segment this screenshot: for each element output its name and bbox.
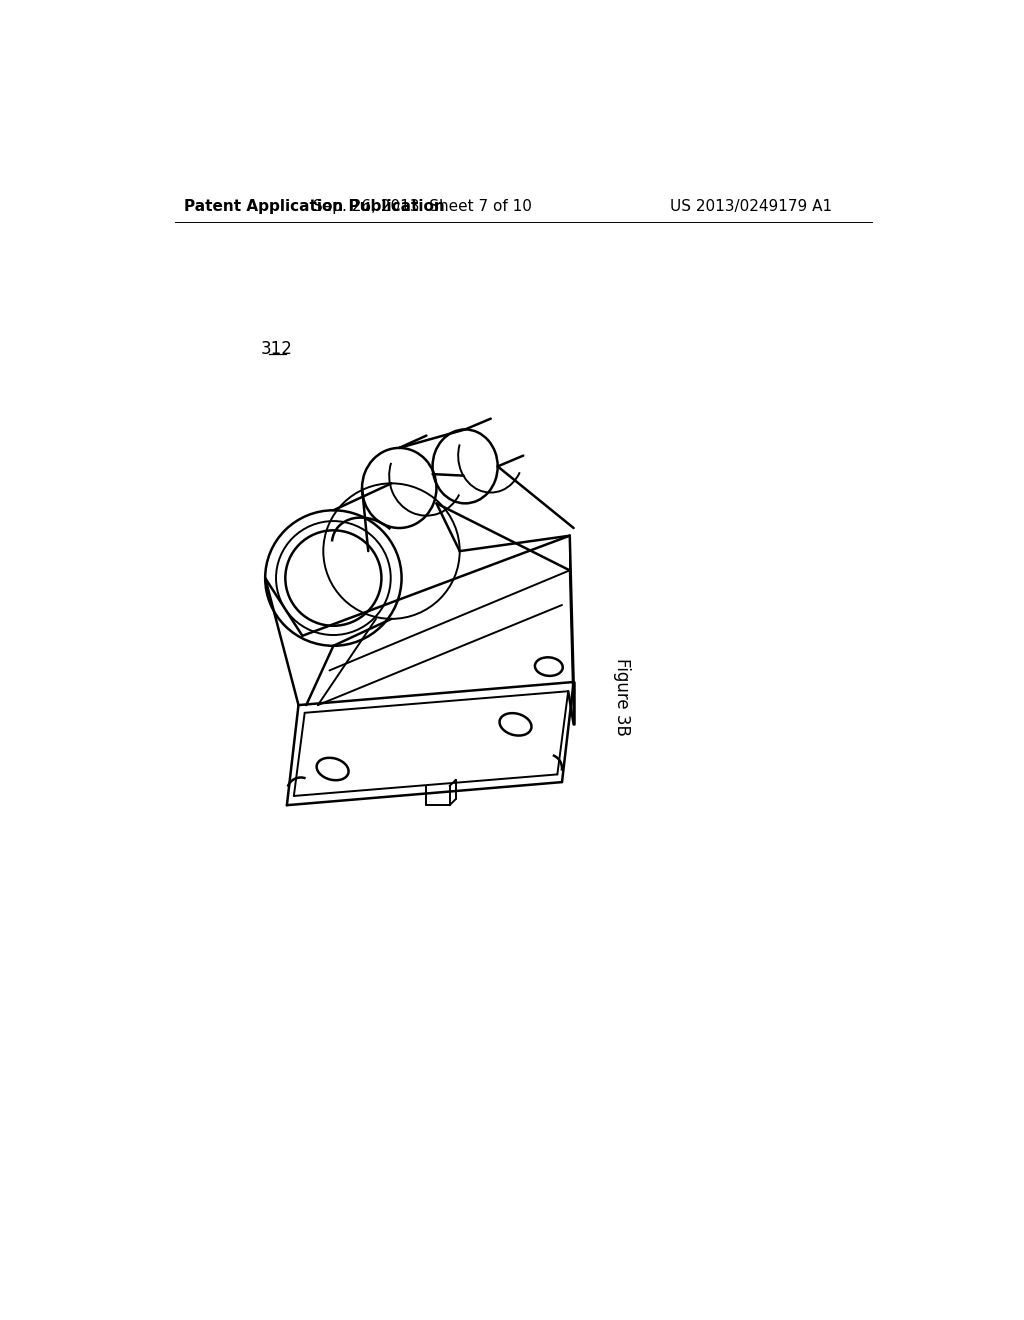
Text: Patent Application Publication: Patent Application Publication — [183, 198, 444, 214]
Text: Sep. 26, 2013  Sheet 7 of 10: Sep. 26, 2013 Sheet 7 of 10 — [313, 198, 531, 214]
Text: US 2013/0249179 A1: US 2013/0249179 A1 — [671, 198, 833, 214]
Text: 312: 312 — [261, 341, 293, 358]
Text: Figure 3B: Figure 3B — [613, 659, 632, 737]
